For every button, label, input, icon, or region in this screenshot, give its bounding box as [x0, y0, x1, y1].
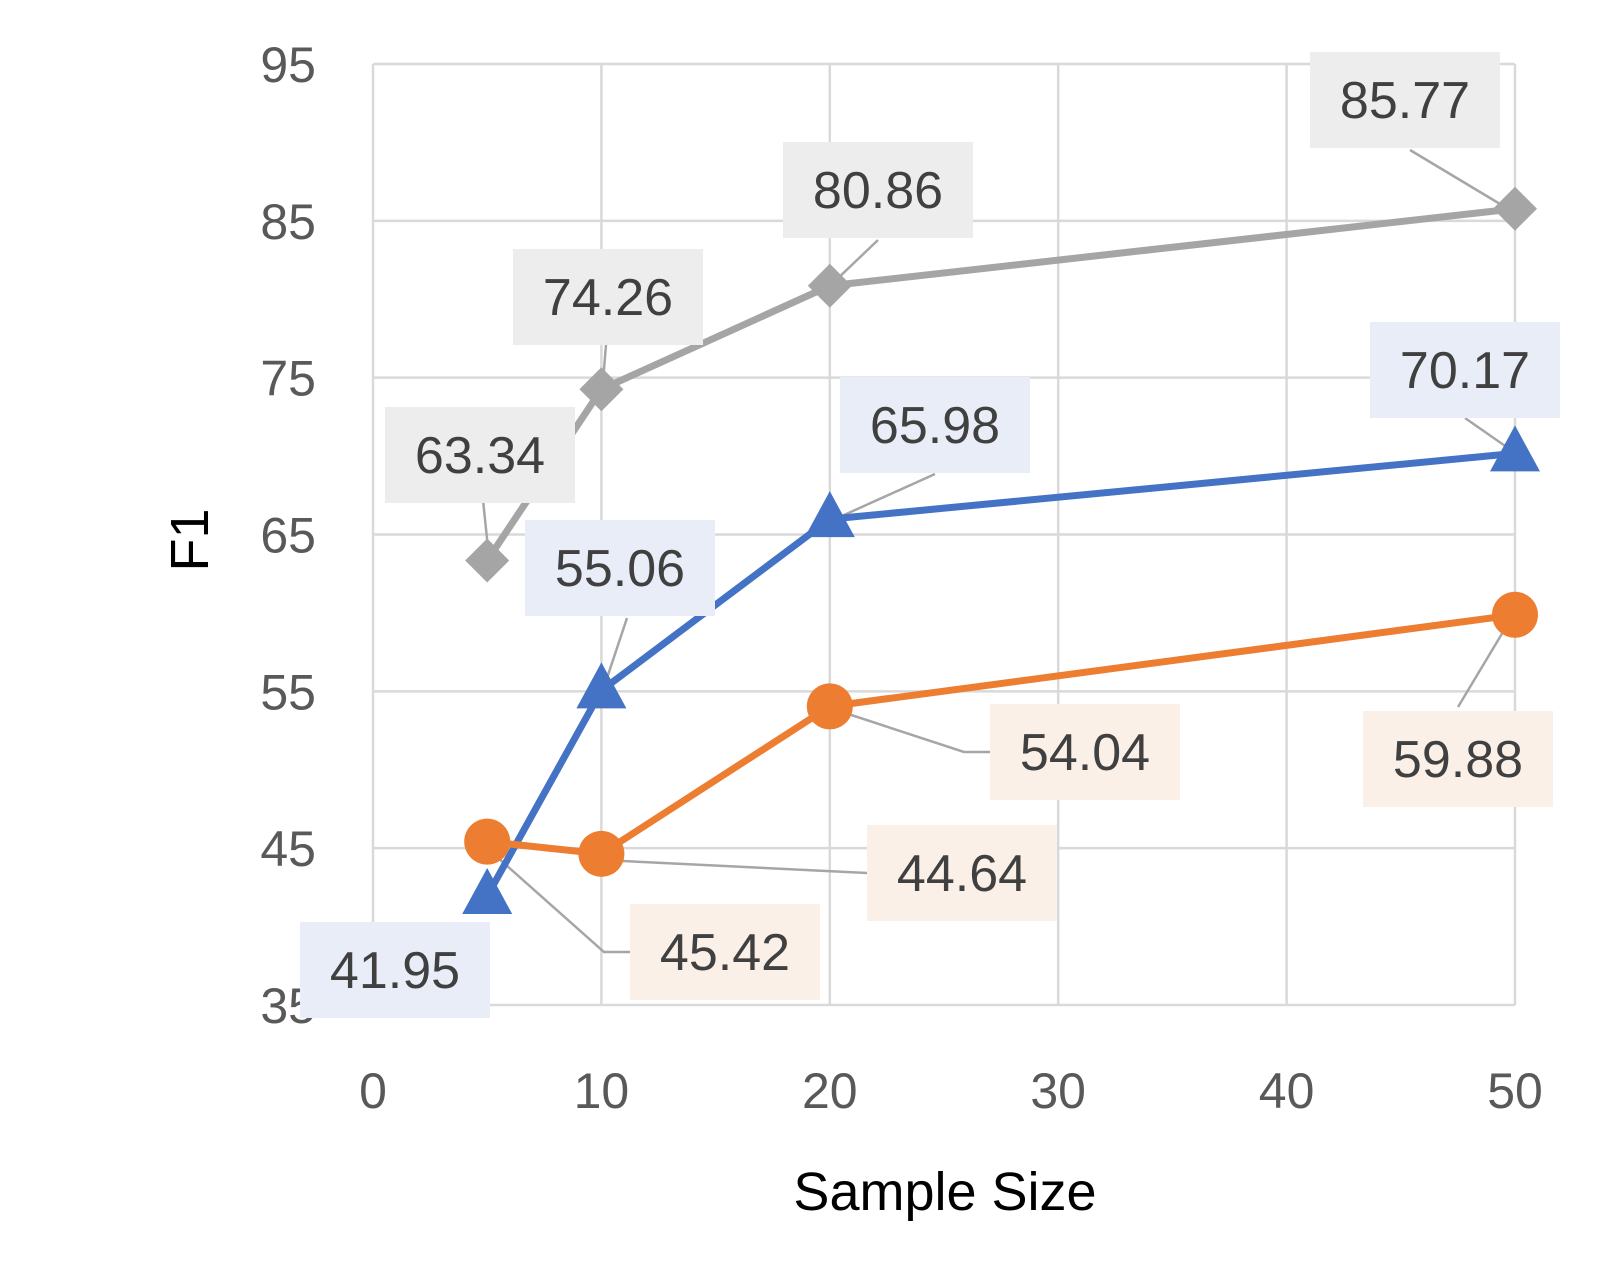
data-label-box	[525, 520, 715, 616]
y-tick-label: 85	[260, 194, 316, 250]
diamond-marker	[1493, 186, 1537, 231]
diamond-marker	[579, 367, 624, 412]
diamond-marker	[465, 538, 510, 583]
y-tick-label: 75	[260, 351, 316, 407]
x-tick-label: 0	[359, 1063, 387, 1119]
data-label: 59.88	[1393, 731, 1523, 789]
circle-marker	[578, 830, 625, 877]
y-tick-label: 65	[260, 508, 316, 564]
series-line	[484, 449, 1516, 898]
data-label-box	[1370, 322, 1560, 418]
x-tick-label: 20	[802, 1063, 858, 1119]
triangle-marker	[576, 662, 627, 709]
y-tick-label: 45	[260, 821, 316, 877]
data-label-box	[300, 922, 490, 1018]
leader-line	[1464, 416, 1509, 450]
x-axis-ticks: 0 10 20 30 40 50	[359, 1063, 1543, 1119]
triangle-marker	[462, 868, 513, 915]
y-tick-label: 95	[260, 37, 316, 93]
data-label-box	[990, 704, 1180, 800]
triangle-marker	[804, 491, 855, 538]
series-line	[486, 611, 1516, 858]
circle-marker	[806, 683, 853, 730]
data-label-box	[513, 249, 703, 345]
circle-marker	[464, 818, 511, 865]
triangle-marker	[1490, 425, 1540, 472]
data-label: 80.86	[813, 162, 943, 220]
x-tick-label: 10	[574, 1063, 630, 1119]
x-tick-label: 50	[1487, 1063, 1543, 1119]
data-label-box	[385, 407, 575, 503]
data-labels: 63.34 74.26 80.86 85.77 41.95 55.06 65.98 70.17…	[300, 52, 1560, 1018]
data-label: 63.34	[415, 427, 545, 485]
leader-line	[604, 617, 629, 682]
data-label: 70.17	[1400, 342, 1530, 400]
diamond-marker	[807, 263, 852, 308]
data-label-leader-lines	[481, 148, 1514, 954]
data-label-box	[783, 142, 973, 238]
x-axis-title: Sample Size	[793, 1162, 1096, 1222]
data-label-box	[630, 904, 820, 1000]
x-tick-label: 30	[1030, 1063, 1086, 1119]
data-label-box	[867, 825, 1057, 921]
data-label: 85.77	[1340, 72, 1470, 130]
data-label: 44.64	[897, 845, 1027, 903]
data-label: 74.26	[543, 269, 673, 327]
y-axis-title: F1	[160, 508, 220, 571]
series-markers	[462, 186, 1540, 915]
leader-line	[833, 239, 879, 283]
data-label-box	[1363, 711, 1553, 807]
leader-line	[487, 848, 632, 954]
data-label-box	[1310, 52, 1500, 148]
x-tick-label: 40	[1259, 1063, 1315, 1119]
data-label: 41.95	[330, 942, 460, 1000]
data-label: 54.04	[1020, 724, 1150, 782]
data-label: 65.98	[870, 397, 1000, 455]
data-label-box	[840, 377, 1030, 473]
y-tick-label: 55	[260, 664, 316, 720]
data-label: 55.06	[555, 540, 685, 598]
leader-line	[601, 858, 868, 875]
leader-line	[1409, 148, 1501, 206]
circle-marker	[1492, 591, 1538, 638]
data-label: 45.42	[660, 924, 790, 982]
leader-line	[832, 707, 992, 754]
leader-line	[832, 472, 936, 522]
